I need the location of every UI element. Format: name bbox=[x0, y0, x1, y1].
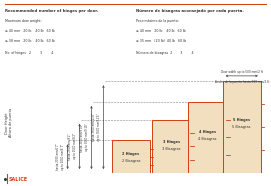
Text: ≤ 35 mm   (20 lb)  40 lb   60 lb: ≤ 35 mm (20 lb) 40 lb 60 lb bbox=[136, 39, 186, 43]
Bar bbox=[112, 140, 150, 173]
Bar bbox=[152, 120, 191, 173]
Text: hasta 3500 mm/11'6": hasta 3500 mm/11'6" bbox=[92, 113, 96, 141]
Text: 3 Bisagras: 3 Bisagras bbox=[162, 147, 181, 151]
Text: Door Height: Door Height bbox=[5, 112, 9, 134]
Text: Maximum door weight:: Maximum door weight: bbox=[5, 19, 42, 23]
Text: Ancho de la puerta hasta 500 mm/2 ft: Ancho de la puerta hasta 500 mm/2 ft bbox=[215, 80, 269, 84]
Text: Número de bisagras aconsejado por cada puerta.: Número de bisagras aconsejado por cada p… bbox=[136, 9, 243, 13]
Text: Door width up to 500 mm/2 ft: Door width up to 500 mm/2 ft bbox=[221, 70, 263, 74]
Text: Número de bisagras  2        3         4: Número de bisagras 2 3 4 bbox=[136, 51, 193, 54]
Text: up to 2500 mm/8'2": up to 2500 mm/8'2" bbox=[73, 133, 77, 159]
Text: Recommended number of hinges per door.: Recommended number of hinges per door. bbox=[5, 9, 99, 13]
Text: SALICE: SALICE bbox=[8, 177, 27, 182]
Text: 4 Hinges: 4 Hinges bbox=[199, 130, 216, 134]
Text: 2 Hinges: 2 Hinges bbox=[122, 152, 139, 156]
Bar bbox=[188, 102, 226, 173]
Text: 4 Bisagras: 4 Bisagras bbox=[198, 137, 217, 141]
Text: hasta 3000 mm/9'10": hasta 3000 mm/9'10" bbox=[80, 123, 84, 152]
Text: No. of hinges   2         3         4: No. of hinges 2 3 4 bbox=[5, 51, 54, 54]
Text: ≤ 40 mm   20 lb    40 lb   60 lb: ≤ 40 mm 20 lb 40 lb 60 lb bbox=[136, 29, 185, 33]
Text: Peso máximo de la puerta:: Peso máximo de la puerta: bbox=[136, 19, 178, 23]
Text: ≤ 38 mm   20 lb    40 lb   60 lb: ≤ 38 mm 20 lb 40 lb 60 lb bbox=[5, 39, 55, 43]
Text: 5 Hinges: 5 Hinges bbox=[233, 118, 250, 122]
Text: Altura de puerta: Altura de puerta bbox=[9, 108, 13, 137]
Text: hasta 2000 mm/6'7": hasta 2000 mm/6'7" bbox=[56, 143, 60, 170]
Text: 5 Bisagras: 5 Bisagras bbox=[233, 125, 251, 129]
Text: 3 Hinges: 3 Hinges bbox=[163, 140, 180, 144]
Text: up to 3500 mm/11'6": up to 3500 mm/11'6" bbox=[97, 113, 101, 141]
Bar bbox=[223, 81, 261, 173]
Text: up to 3000 mm/9'10": up to 3000 mm/9'10" bbox=[85, 124, 89, 151]
Text: 2 Bisagras: 2 Bisagras bbox=[122, 159, 140, 163]
Text: up to 2000 mm/6'7": up to 2000 mm/6'7" bbox=[61, 144, 65, 170]
Text: hasta 2500 mm/8'2": hasta 2500 mm/8'2" bbox=[68, 133, 72, 160]
Text: ≤ 40 mm   20 lb    40 lb   60 lb: ≤ 40 mm 20 lb 40 lb 60 lb bbox=[5, 29, 55, 33]
